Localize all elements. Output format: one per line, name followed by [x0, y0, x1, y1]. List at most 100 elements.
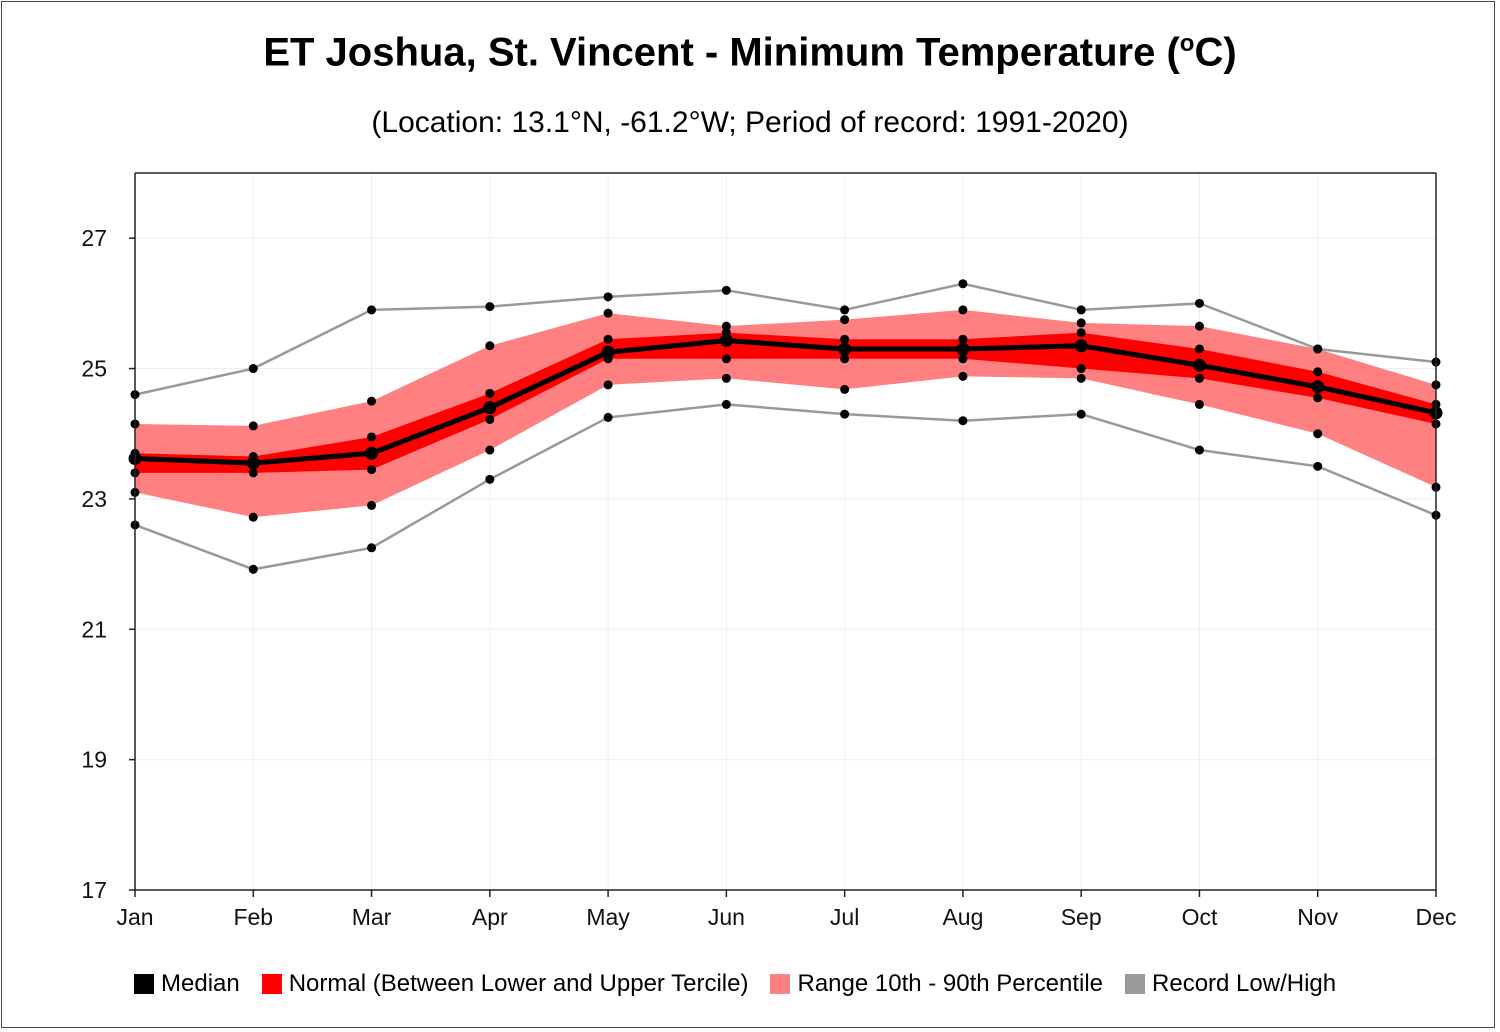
lower-tercile-point — [485, 414, 495, 424]
record-high-point — [1194, 298, 1204, 308]
legend-item-record: Record Low/High — [1125, 970, 1336, 998]
lower-tercile-point — [1313, 393, 1323, 403]
record-low-point — [958, 416, 968, 426]
x-tick-label: Aug — [942, 904, 983, 930]
p10-point — [1076, 373, 1086, 383]
record-low-point — [248, 564, 258, 574]
lower-tercile-point — [840, 354, 850, 364]
median-point — [601, 345, 615, 359]
legend-label: Record Low/High — [1152, 970, 1337, 997]
y-tick-label: 23 — [81, 486, 107, 512]
x-tick-label: Feb — [233, 904, 273, 930]
p10-point — [840, 384, 850, 394]
record-high-point — [1076, 305, 1086, 315]
legend-swatch-range — [770, 974, 791, 994]
p10-point — [1313, 429, 1323, 439]
record-low-point — [1076, 409, 1086, 419]
median-point — [483, 401, 497, 415]
record-low-point — [485, 474, 495, 484]
record-high-line — [134, 282, 1437, 396]
y-tick-label: 19 — [81, 747, 107, 773]
y-tick-label: 25 — [81, 356, 107, 382]
x-tick-label: Mar — [352, 904, 392, 930]
chart-subtitle: (Location: 13.1°N, -61.2°W; Period of re… — [371, 106, 1129, 139]
record-high-point — [603, 292, 613, 302]
y-tick-label: 17 — [81, 877, 107, 903]
median-point — [246, 456, 260, 470]
x-tick-label: Jan — [116, 904, 153, 930]
title-text: ET Joshua, St. Vincent - Minimum Tempera… — [263, 30, 1180, 75]
lower-tercile-point — [721, 354, 731, 364]
p90-point — [1194, 321, 1204, 331]
x-tick-label: Oct — [1182, 904, 1218, 930]
record-low-point — [840, 409, 850, 419]
lower-tercile-point — [1194, 373, 1204, 383]
x-tick-label: Jul — [830, 904, 859, 930]
p10-point — [367, 500, 377, 510]
p10-point — [485, 445, 495, 455]
chart-title: ET Joshua, St. Vincent - Minimum Tempera… — [0, 30, 1500, 75]
y-tick-label: 27 — [81, 225, 107, 251]
p10-point — [958, 371, 968, 381]
p10-point — [603, 380, 613, 390]
legend-item-range: Range 10th - 90th Percentile — [770, 970, 1103, 998]
median-point — [1192, 358, 1206, 372]
median-point — [1074, 339, 1088, 353]
p90-point — [248, 421, 258, 431]
legend-swatch-median — [134, 974, 154, 994]
p10-point — [1194, 399, 1204, 409]
p90-point — [721, 321, 731, 331]
record-high-point — [367, 305, 377, 315]
record-low-point — [367, 543, 377, 553]
x-tick-label: Sep — [1061, 904, 1102, 930]
median-point — [1311, 380, 1325, 394]
plot-area: 17 19 21 23 25 27 Jan Feb Mar Apr May Jun Jul Aug Sep O… — [81, 172, 1456, 930]
record-low-line — [134, 403, 1437, 571]
record-high-point — [840, 305, 850, 315]
p90-point — [1313, 344, 1323, 354]
x-tick-label: Apr — [472, 904, 508, 930]
record-high-point — [721, 285, 731, 295]
x-tick-label: Jun — [708, 904, 745, 930]
p90-point — [1076, 318, 1086, 328]
y-tick-label: 21 — [81, 616, 107, 642]
p90-point — [840, 315, 850, 325]
legend-item-normal: Normal (Between Lower and Upper Tercile) — [261, 970, 749, 998]
median-point — [838, 342, 852, 356]
legend-label: Range 10th - 90th Percentile — [797, 970, 1104, 997]
p10-point — [248, 512, 258, 522]
lower-tercile-point — [1076, 364, 1086, 374]
p90-point — [603, 308, 613, 318]
x-tick-label: May — [586, 904, 630, 930]
upper-tercile-point — [840, 334, 850, 344]
record-high-point — [958, 279, 968, 289]
record-high-point — [485, 302, 495, 312]
upper-tercile-point — [367, 432, 377, 442]
record-high-point — [248, 364, 258, 374]
lower-tercile-point — [248, 468, 258, 478]
p90-point — [485, 341, 495, 351]
record-low-point — [603, 412, 613, 422]
p90-point — [958, 305, 968, 315]
record-low-point — [721, 399, 731, 409]
x-tick-label: Nov — [1297, 904, 1338, 930]
upper-tercile-point — [958, 334, 968, 344]
legend-swatch-record — [1125, 974, 1146, 994]
median-line — [134, 338, 1437, 466]
upper-tercile-point — [1076, 328, 1086, 338]
title-suffix: C) — [1194, 30, 1237, 75]
upper-tercile-point — [1313, 367, 1323, 377]
p10-point — [721, 373, 731, 383]
lower-tercile-point — [367, 465, 377, 475]
lower-tercile-point — [958, 354, 968, 364]
chart-legend: Median Normal (Between Lower and Upper Te… — [134, 966, 1454, 1002]
record-low-point — [1194, 445, 1204, 455]
median-point — [956, 342, 970, 356]
title-superscript: o — [1179, 30, 1195, 57]
legend-label: Normal (Between Lower and Upper Tercile) — [288, 970, 749, 997]
record-low-point — [1313, 461, 1323, 471]
upper-tercile-point — [1194, 344, 1204, 354]
legend-swatch-normal — [261, 974, 282, 994]
median-point — [365, 446, 379, 460]
